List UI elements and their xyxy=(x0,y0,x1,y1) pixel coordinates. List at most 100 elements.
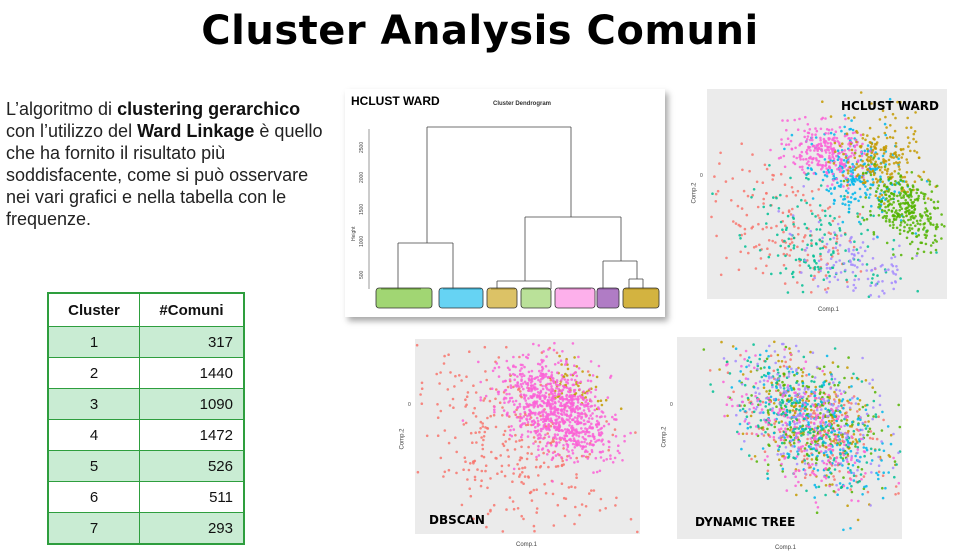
scatter-point xyxy=(913,130,917,133)
scatter-point xyxy=(844,412,847,415)
scatter-point xyxy=(870,471,873,474)
scatter-point xyxy=(551,402,554,406)
scatter-point xyxy=(859,133,863,137)
scatter-point xyxy=(846,415,850,419)
scatter-point xyxy=(755,180,759,184)
scatter-point xyxy=(739,237,742,240)
scatter-point xyxy=(527,353,530,356)
scatter-point xyxy=(843,424,846,428)
scatter-point xyxy=(899,223,902,227)
scatter-point xyxy=(914,224,917,228)
scatter-point xyxy=(825,415,829,418)
scatter-point xyxy=(926,217,930,221)
scatter-point xyxy=(883,131,887,135)
scatter-point xyxy=(586,391,589,395)
scatter-point xyxy=(539,383,542,387)
scatter-point xyxy=(447,468,451,472)
scatter-point xyxy=(805,418,808,422)
scatter-point xyxy=(864,408,868,412)
scatter-point xyxy=(806,387,810,391)
scatter-point xyxy=(882,152,886,155)
scatter-point xyxy=(915,235,919,238)
scatter-point xyxy=(882,161,886,164)
scatter-point xyxy=(866,152,869,156)
scatter-point xyxy=(507,455,510,458)
scatter-point xyxy=(767,402,771,406)
scatter-point xyxy=(583,440,586,444)
scatter-point xyxy=(850,178,853,181)
scatter-point xyxy=(588,443,592,446)
scatter-point xyxy=(791,370,795,374)
scatter-point xyxy=(866,277,870,281)
scatter-point xyxy=(725,360,729,364)
scatter-point xyxy=(505,392,508,396)
scatter-point xyxy=(911,184,915,187)
scatter-point xyxy=(812,472,816,476)
scatter-point xyxy=(842,390,846,393)
scatter-point xyxy=(808,146,812,149)
scatter-point xyxy=(881,216,885,219)
scatter-point xyxy=(814,388,818,392)
scatter-point xyxy=(892,162,896,165)
scatter-point xyxy=(802,407,805,410)
scatter-point xyxy=(549,378,553,382)
scatter-point xyxy=(542,437,545,440)
scatter-point xyxy=(862,178,866,182)
scatter-point xyxy=(557,390,561,393)
scatter-point xyxy=(747,421,751,425)
scatter-point xyxy=(890,281,894,285)
scatter-point xyxy=(791,409,795,412)
scatter-point xyxy=(446,388,450,391)
scatter-point xyxy=(492,503,496,507)
scatter-point xyxy=(882,196,885,199)
scatter-point xyxy=(754,267,758,270)
scatter-point xyxy=(464,421,468,425)
scatter-point xyxy=(929,198,933,201)
scatter-point xyxy=(845,176,848,180)
scatter-point xyxy=(795,407,798,411)
scatter-point xyxy=(484,370,487,373)
scatter-point xyxy=(868,170,872,173)
scatter-point xyxy=(877,165,881,169)
scatter-point xyxy=(581,435,585,439)
scatter-point xyxy=(832,475,835,478)
scatter-point xyxy=(582,445,585,448)
scatter-point xyxy=(859,270,863,273)
scatter-point xyxy=(551,456,555,459)
scatter-point xyxy=(565,386,569,389)
hclust-scatter-panel: HCLUST WARD xyxy=(707,89,947,299)
scatter-point xyxy=(797,446,800,449)
scatter-point xyxy=(720,340,723,344)
scatter-point xyxy=(544,433,547,437)
scatter-point xyxy=(922,192,925,196)
scatter-point xyxy=(806,433,810,436)
scatter-point xyxy=(894,493,897,496)
scatter-point xyxy=(814,127,817,130)
scatter-point xyxy=(851,270,855,274)
scatter-point xyxy=(782,230,785,234)
scatter-point xyxy=(797,366,800,370)
scatter-point xyxy=(537,378,540,382)
scatter-point xyxy=(898,228,902,232)
scatter-point xyxy=(486,426,489,430)
scatter-point xyxy=(629,431,632,435)
scatter-point xyxy=(556,452,560,456)
scatter-point xyxy=(500,464,504,468)
scatter-point xyxy=(818,367,822,371)
scatter-point xyxy=(850,471,853,474)
scatter-point xyxy=(419,393,422,396)
scatter-point xyxy=(560,463,564,467)
scatter-point xyxy=(824,288,827,291)
scatter-point xyxy=(910,227,914,230)
scatter-point xyxy=(506,366,510,370)
scatter-point xyxy=(709,383,712,386)
scatter-point xyxy=(844,268,847,272)
scatter-point xyxy=(778,409,782,413)
scatter-point xyxy=(830,373,833,376)
scatter-point xyxy=(833,478,836,481)
scatter-point xyxy=(547,348,550,351)
scatter-point xyxy=(894,281,897,284)
scatter-point xyxy=(789,176,792,180)
scatter-point xyxy=(823,415,827,418)
scatter-point xyxy=(866,144,870,147)
